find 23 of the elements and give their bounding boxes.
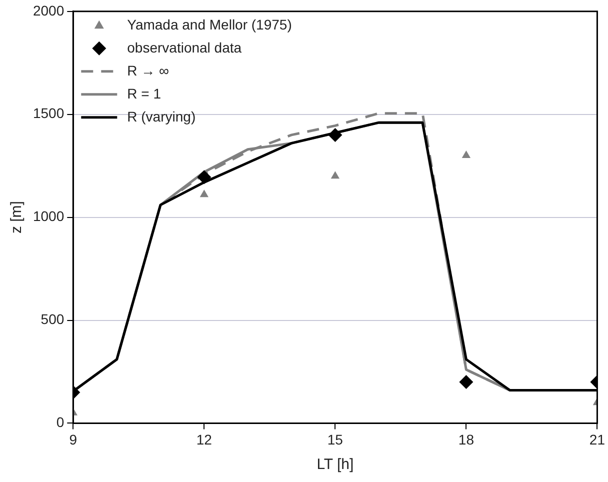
y-tick-label: 1000 bbox=[32, 208, 64, 224]
x-axis-title: LT [h] bbox=[316, 456, 354, 474]
legend-label: R → ∞ bbox=[127, 62, 170, 78]
x-tick-label: 18 bbox=[458, 431, 474, 448]
point bbox=[328, 128, 342, 142]
x-tick-label: 21 bbox=[589, 431, 606, 448]
point bbox=[197, 170, 212, 184]
legend-label: R (varying) bbox=[127, 108, 196, 124]
legend-label: Yamada and Mellor (1975) bbox=[127, 16, 292, 32]
y-axis-title: z [m] bbox=[8, 201, 26, 234]
point bbox=[200, 190, 208, 198]
legend-label: observational data bbox=[127, 39, 242, 56]
point bbox=[330, 171, 340, 179]
y-tick-label: 0 bbox=[56, 414, 64, 430]
y-tick-label: 500 bbox=[40, 311, 64, 328]
point bbox=[462, 150, 471, 158]
x-tick-label: 9 bbox=[69, 431, 78, 448]
x-tick-label: 12 bbox=[196, 431, 212, 448]
y-tick-label: 1500 bbox=[32, 105, 64, 122]
y-tick-label: 2000 bbox=[32, 2, 64, 18]
point bbox=[459, 375, 474, 390]
x-tick-label: 15 bbox=[327, 431, 344, 448]
legend-label: R = 1 bbox=[127, 85, 162, 102]
